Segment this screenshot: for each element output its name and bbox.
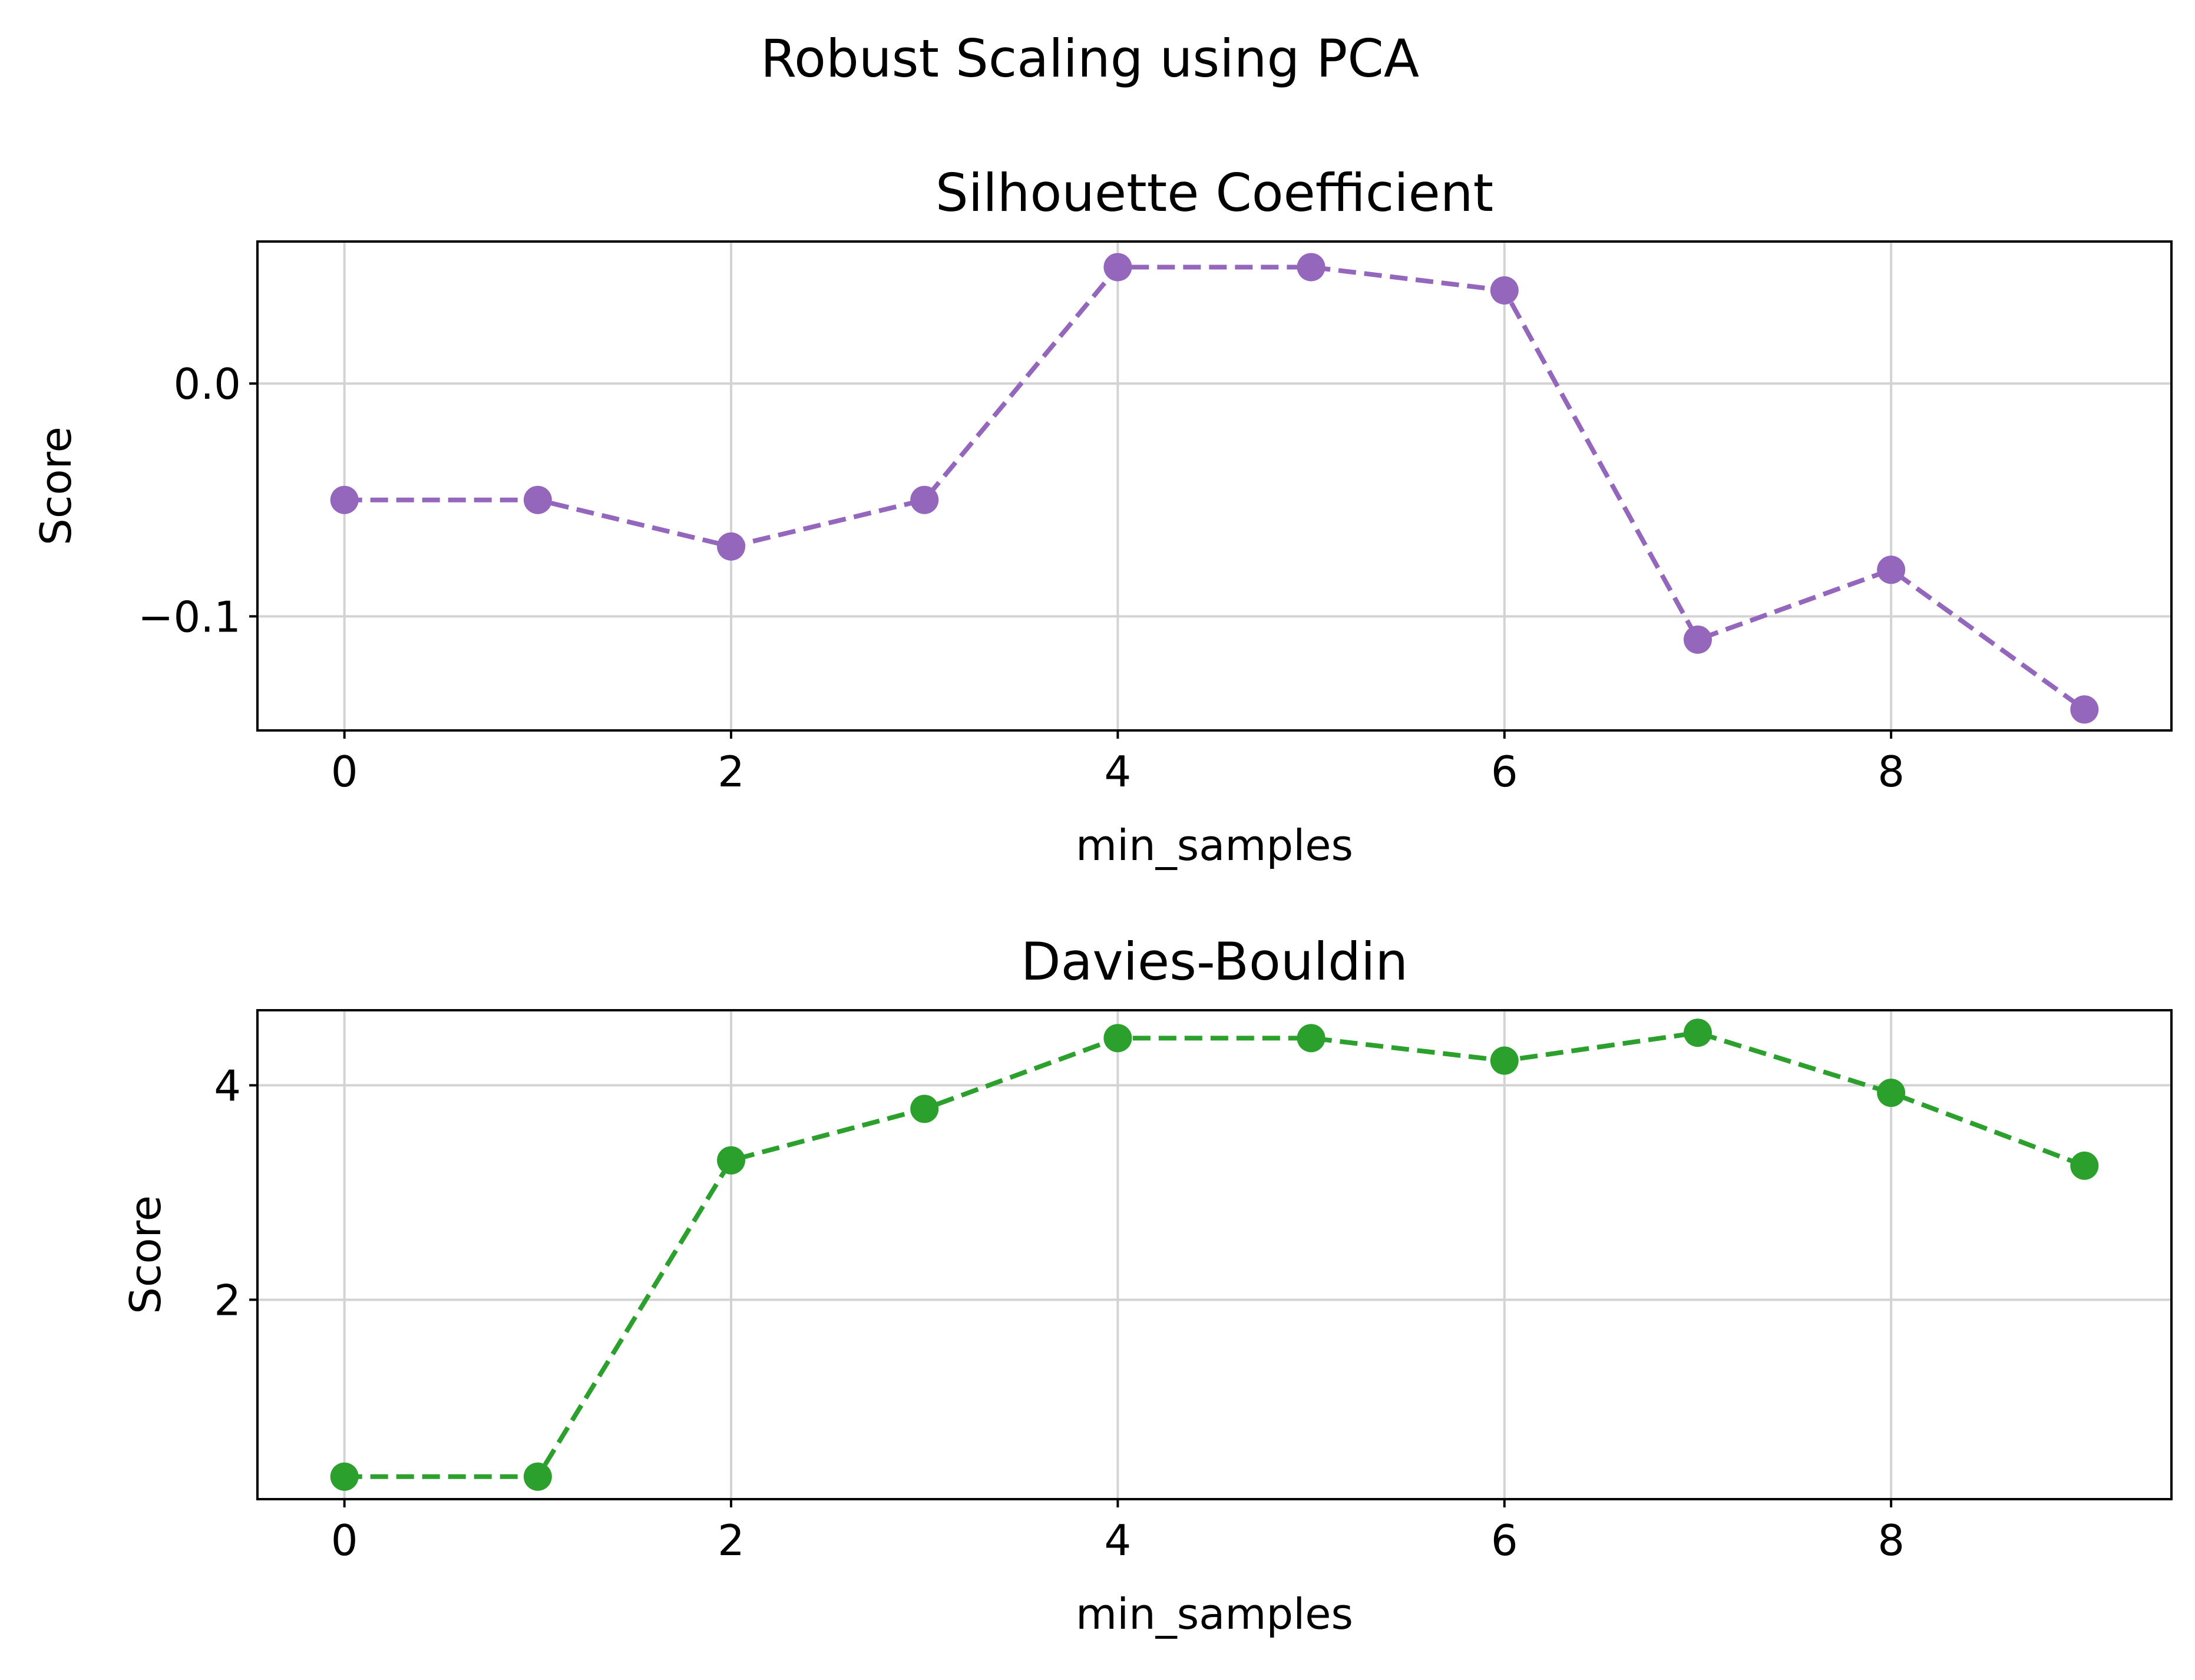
- davies-bouldin-point-4: [1103, 1024, 1132, 1053]
- silhouette-point-5: [1297, 253, 1325, 282]
- davies-bouldin-point-0: [330, 1462, 359, 1491]
- silhouette-subplot: 0 2 4 6 8 0.0 −0.1 Silhouette Coefficient min_sa…: [31, 163, 2173, 870]
- silhouette-y-axis-label: Score: [31, 426, 81, 545]
- silhouette-point-2: [717, 532, 746, 561]
- silhouette-x-tick-label-4: 8: [1877, 747, 1905, 796]
- silhouette-point-4: [1103, 253, 1132, 282]
- davies-bouldin-subplot: 0 2 4 6 8 2 4 Davies-Bouldin min_samples Score: [121, 931, 2173, 1639]
- davies-bouldin-point-2: [717, 1146, 746, 1175]
- davies-bouldin-y-tick-label-0: 2: [214, 1275, 241, 1325]
- davies-bouldin-x-tick-label-4: 8: [1877, 1516, 1905, 1565]
- silhouette-point-0: [330, 485, 359, 514]
- davies-bouldin-point-1: [523, 1462, 552, 1491]
- silhouette-point-9: [2070, 695, 2099, 724]
- silhouette-point-3: [910, 485, 939, 514]
- davies-bouldin-x-tick-label-1: 2: [718, 1516, 745, 1565]
- davies-bouldin-point-7: [1683, 1018, 1712, 1047]
- silhouette-axes-frame: [256, 240, 2173, 732]
- silhouette-point-8: [1877, 555, 1906, 584]
- davies-bouldin-x-tick-label-3: 6: [1491, 1516, 1518, 1565]
- davies-bouldin-point-9: [2070, 1151, 2099, 1180]
- silhouette-x-tick-label-3: 6: [1491, 747, 1518, 796]
- davies-bouldin-y-axis-label: Score: [121, 1195, 170, 1314]
- silhouette-point-7: [1683, 625, 1712, 654]
- silhouette-x-axis-label: min_samples: [1076, 821, 1353, 870]
- davies-bouldin-x-tick-label-2: 4: [1105, 1516, 1132, 1565]
- davies-bouldin-y-tick-label-1: 4: [214, 1061, 241, 1110]
- davies-bouldin-title: Davies-Bouldin: [1021, 931, 1408, 992]
- figure-title: Robust Scaling using PCA: [761, 28, 1419, 89]
- davies-bouldin-point-6: [1490, 1046, 1519, 1075]
- silhouette-x-tick-label-1: 2: [718, 747, 745, 796]
- davies-bouldin-x-axis-label: min_samples: [1076, 1589, 1353, 1639]
- silhouette-x-tick-label-2: 4: [1105, 747, 1132, 796]
- silhouette-title: Silhouette Coefficient: [935, 163, 1493, 223]
- davies-bouldin-series-line: [344, 1030, 2085, 1479]
- silhouette-y-tick-label-1: −0.1: [138, 592, 241, 641]
- davies-bouldin-point-8: [1877, 1079, 1906, 1107]
- silhouette-y-tick-label-0: 0.0: [173, 359, 241, 409]
- silhouette-point-1: [523, 485, 552, 514]
- davies-bouldin-x-tick-label-0: 0: [331, 1516, 358, 1565]
- silhouette-point-6: [1490, 276, 1519, 305]
- silhouette-series-line: [344, 264, 2086, 712]
- davies-bouldin-point-5: [1297, 1024, 1325, 1053]
- davies-bouldin-axes-frame: [256, 1009, 2173, 1500]
- davies-bouldin-point-3: [910, 1094, 939, 1123]
- silhouette-x-tick-label-0: 0: [331, 747, 358, 796]
